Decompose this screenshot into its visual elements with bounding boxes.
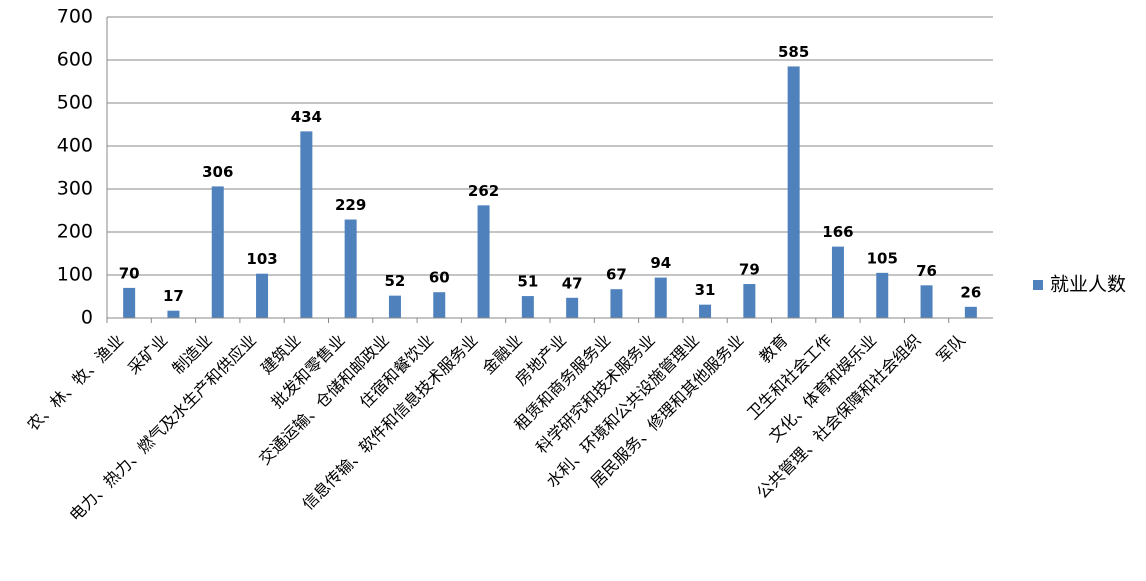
value-label: 47 xyxy=(562,274,583,292)
y-tick-label: 600 xyxy=(57,49,93,71)
x-tick-label: 军队 xyxy=(933,331,969,367)
bar xyxy=(787,66,800,318)
bar xyxy=(743,284,756,318)
x-tick-label: 采矿业 xyxy=(124,331,171,378)
bar xyxy=(344,219,357,318)
value-label: 79 xyxy=(739,261,760,279)
value-label: 585 xyxy=(778,43,809,61)
y-tick-label: 100 xyxy=(57,264,93,286)
value-label: 105 xyxy=(867,249,898,267)
bar xyxy=(654,277,667,318)
value-label: 229 xyxy=(335,196,366,214)
bar xyxy=(123,287,136,318)
bar xyxy=(964,306,977,318)
value-label: 70 xyxy=(119,264,140,282)
value-label: 31 xyxy=(695,281,716,299)
value-label: 51 xyxy=(517,273,538,291)
value-label: 60 xyxy=(429,269,450,287)
bar xyxy=(388,295,401,318)
bar xyxy=(300,131,313,318)
bar xyxy=(831,246,844,318)
bar xyxy=(566,297,579,318)
bar xyxy=(167,310,180,318)
value-label: 434 xyxy=(291,108,322,126)
x-tick-label: 农、林、牧、渔业 xyxy=(23,331,127,435)
value-label: 67 xyxy=(606,266,627,284)
value-label: 26 xyxy=(960,283,981,301)
bar xyxy=(610,289,623,318)
value-label: 166 xyxy=(822,223,853,241)
value-label: 262 xyxy=(468,182,499,200)
y-tick-label: 700 xyxy=(57,6,93,28)
bar xyxy=(699,304,712,318)
value-label: 94 xyxy=(650,254,671,272)
value-label: 17 xyxy=(163,287,184,305)
value-label: 52 xyxy=(385,272,406,290)
bar xyxy=(256,273,269,318)
y-tick-label: 200 xyxy=(57,221,93,243)
bar xyxy=(211,186,224,318)
bar xyxy=(477,205,490,318)
bar xyxy=(920,285,933,318)
x-tick-label: 教育 xyxy=(756,331,792,367)
bar xyxy=(521,296,534,318)
value-label: 103 xyxy=(246,250,277,268)
y-tick-label: 500 xyxy=(57,92,93,114)
bar xyxy=(876,272,889,318)
value-label: 306 xyxy=(202,163,233,181)
legend-label: 就业人数 xyxy=(1050,274,1126,296)
bar xyxy=(433,292,446,318)
y-tick-label: 0 xyxy=(81,307,93,329)
legend-swatch xyxy=(1033,280,1043,290)
y-tick-label: 400 xyxy=(57,135,93,157)
value-label: 76 xyxy=(916,262,937,280)
y-tick-label: 300 xyxy=(57,178,93,200)
